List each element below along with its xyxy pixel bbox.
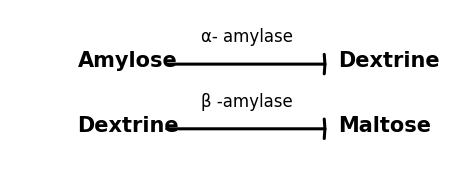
Text: Maltose: Maltose [338,116,431,136]
Text: Dextrine: Dextrine [78,116,179,136]
Text: Amylose: Amylose [78,51,177,71]
Text: Dextrine: Dextrine [338,51,440,71]
Text: α- amylase: α- amylase [201,28,292,46]
Text: β -amylase: β -amylase [201,93,292,111]
